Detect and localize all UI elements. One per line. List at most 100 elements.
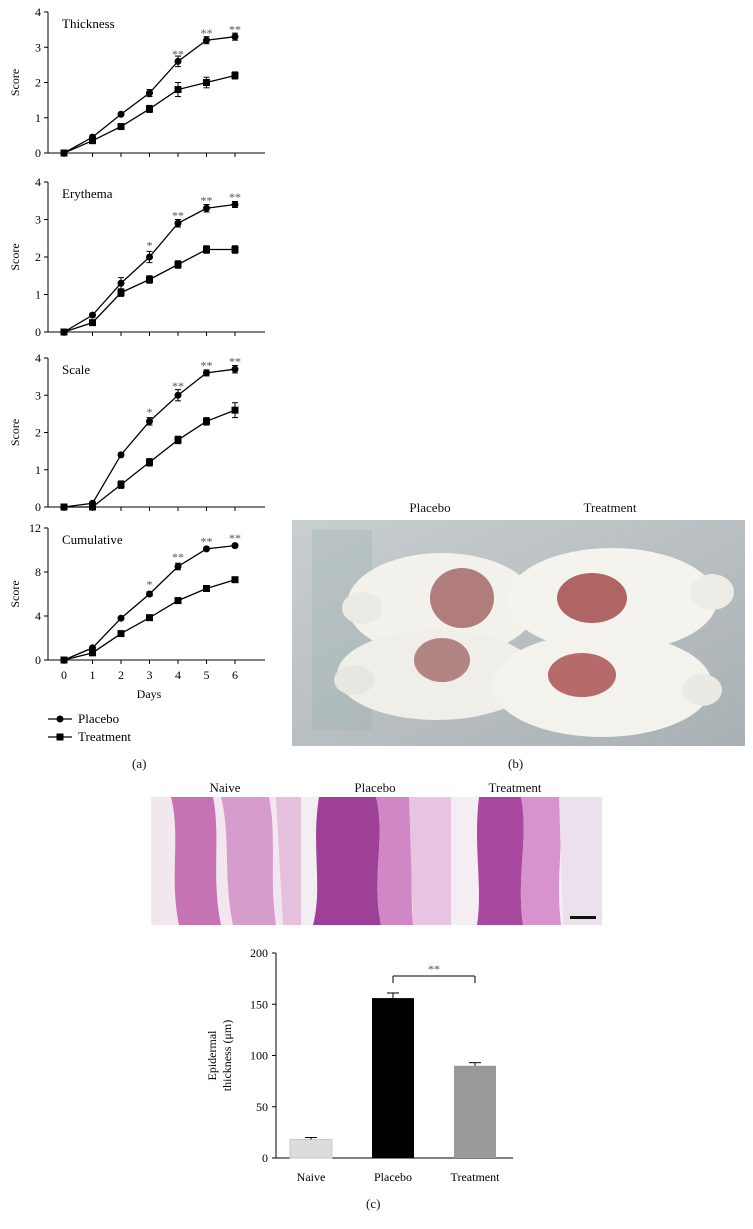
data-point-treatment — [60, 656, 68, 664]
legend-label-placebo: Placebo — [78, 711, 119, 726]
data-point-treatment — [174, 261, 182, 268]
bar-y-tick-label: 200 — [250, 946, 268, 960]
data-point-treatment — [89, 319, 96, 327]
series-line-placebo — [63, 544, 236, 661]
photo-label-placebo: Placebo — [409, 500, 451, 515]
x-tick-label-3: 6 — [232, 668, 238, 682]
significance-mark: ** — [201, 26, 213, 40]
data-point-treatment — [60, 503, 68, 511]
significance-mark: ** — [201, 358, 213, 372]
legend-marker-placebo — [56, 715, 64, 723]
data-point-placebo — [203, 36, 210, 44]
significance-mark: * — [147, 239, 153, 253]
chart-title-3: Cumulative — [62, 532, 123, 547]
significance-mark: ** — [229, 22, 241, 36]
y-tick-label-3: 0 — [35, 653, 41, 667]
x-tick-label-3: 5 — [204, 668, 210, 682]
data-point-placebo — [231, 542, 239, 550]
data-point-placebo — [203, 204, 210, 212]
significance-mark: * — [147, 405, 153, 419]
data-point-treatment — [89, 503, 96, 511]
data-point-placebo — [231, 365, 239, 373]
chart-title-2: Scale — [62, 362, 90, 377]
data-point-treatment — [117, 481, 125, 489]
data-point-treatment — [203, 79, 210, 86]
y-axis-label-0: Score — [8, 69, 22, 96]
y-tick-label-1: 0 — [35, 325, 41, 339]
significance-mark: ** — [201, 194, 213, 208]
y-tick-label-1: 2 — [35, 250, 41, 264]
y-tick-label-3: 4 — [35, 609, 41, 623]
bar-naive — [289, 1139, 333, 1159]
bar-placebo — [372, 998, 414, 1158]
mouse-photo-image — [292, 520, 745, 746]
histo-label-naive: Naive — [209, 780, 241, 795]
data-point-treatment — [117, 630, 125, 638]
data-point-treatment — [203, 585, 210, 592]
data-point-placebo — [203, 545, 210, 553]
data-point-placebo — [117, 614, 125, 622]
data-point-treatment — [174, 597, 182, 605]
data-point-treatment — [174, 86, 182, 94]
bar-y-tick-label: 100 — [250, 1049, 268, 1063]
histology-image-drawing — [151, 797, 602, 925]
data-point-treatment — [60, 328, 68, 336]
data-point-placebo — [174, 391, 182, 399]
data-point-placebo — [174, 57, 182, 65]
histo-label-placebo: Placebo — [354, 780, 396, 795]
significance-mark: ** — [172, 379, 184, 393]
y-tick-label-0: 2 — [35, 76, 41, 90]
x-tick-label-3: 0 — [61, 668, 67, 682]
y-tick-label-2: 4 — [35, 351, 41, 365]
y-tick-label-2: 0 — [35, 500, 41, 514]
data-point-placebo — [146, 89, 153, 97]
data-point-treatment — [203, 246, 210, 253]
data-point-treatment — [231, 576, 239, 584]
x-tick-label-3: 2 — [118, 668, 124, 682]
data-point-placebo — [231, 201, 239, 208]
data-point-placebo — [146, 590, 153, 598]
panel-letter-a: (a) — [132, 756, 147, 771]
significance-mark: ** — [229, 190, 241, 204]
mouse-photo — [292, 520, 745, 746]
x-tick-label-3: 1 — [90, 668, 96, 682]
significance-mark: ** — [201, 534, 213, 548]
bar-y-axis-label-line1: Epidermal — [205, 1030, 219, 1081]
data-point-placebo — [146, 253, 153, 261]
significance-mark: ** — [229, 531, 241, 545]
data-point-placebo — [117, 110, 125, 118]
bar-category-label: Naive — [297, 1170, 326, 1184]
y-tick-label-2: 2 — [35, 426, 41, 440]
data-point-treatment — [146, 276, 153, 283]
chart-title-0: Thickness — [62, 16, 115, 31]
y-tick-label-1: 4 — [35, 175, 41, 189]
y-tick-label-3: 8 — [35, 565, 41, 579]
y-tick-label-3: 12 — [29, 521, 41, 535]
bar-treatment — [454, 1065, 496, 1158]
data-point-treatment — [231, 406, 239, 414]
panel-letter-b: (b) — [508, 756, 524, 771]
panel-letter-c: (c) — [366, 1196, 381, 1211]
data-point-placebo — [117, 451, 125, 459]
chart-title-1: Erythema — [62, 186, 113, 201]
bar-y-tick-label: 50 — [256, 1100, 268, 1114]
y-tick-label-2: 3 — [35, 388, 41, 402]
data-point-placebo — [174, 563, 182, 570]
data-point-placebo — [203, 369, 210, 377]
bar-y-axis-label-line2: thickness (μm) — [220, 1020, 234, 1091]
data-point-treatment — [146, 105, 153, 113]
y-tick-label-0: 0 — [35, 146, 41, 160]
series-line-placebo — [63, 368, 236, 508]
y-tick-label-0: 1 — [35, 111, 41, 125]
data-point-treatment — [89, 649, 96, 657]
histology-image — [151, 797, 602, 925]
data-point-treatment — [174, 436, 182, 444]
data-point-treatment — [117, 123, 125, 131]
y-tick-label-0: 4 — [35, 5, 41, 19]
data-point-treatment — [231, 246, 239, 253]
significance-mark: ** — [172, 47, 184, 61]
significance-mark: * — [147, 577, 153, 591]
data-point-placebo — [89, 311, 96, 319]
x-tick-label-3: 4 — [175, 668, 181, 682]
